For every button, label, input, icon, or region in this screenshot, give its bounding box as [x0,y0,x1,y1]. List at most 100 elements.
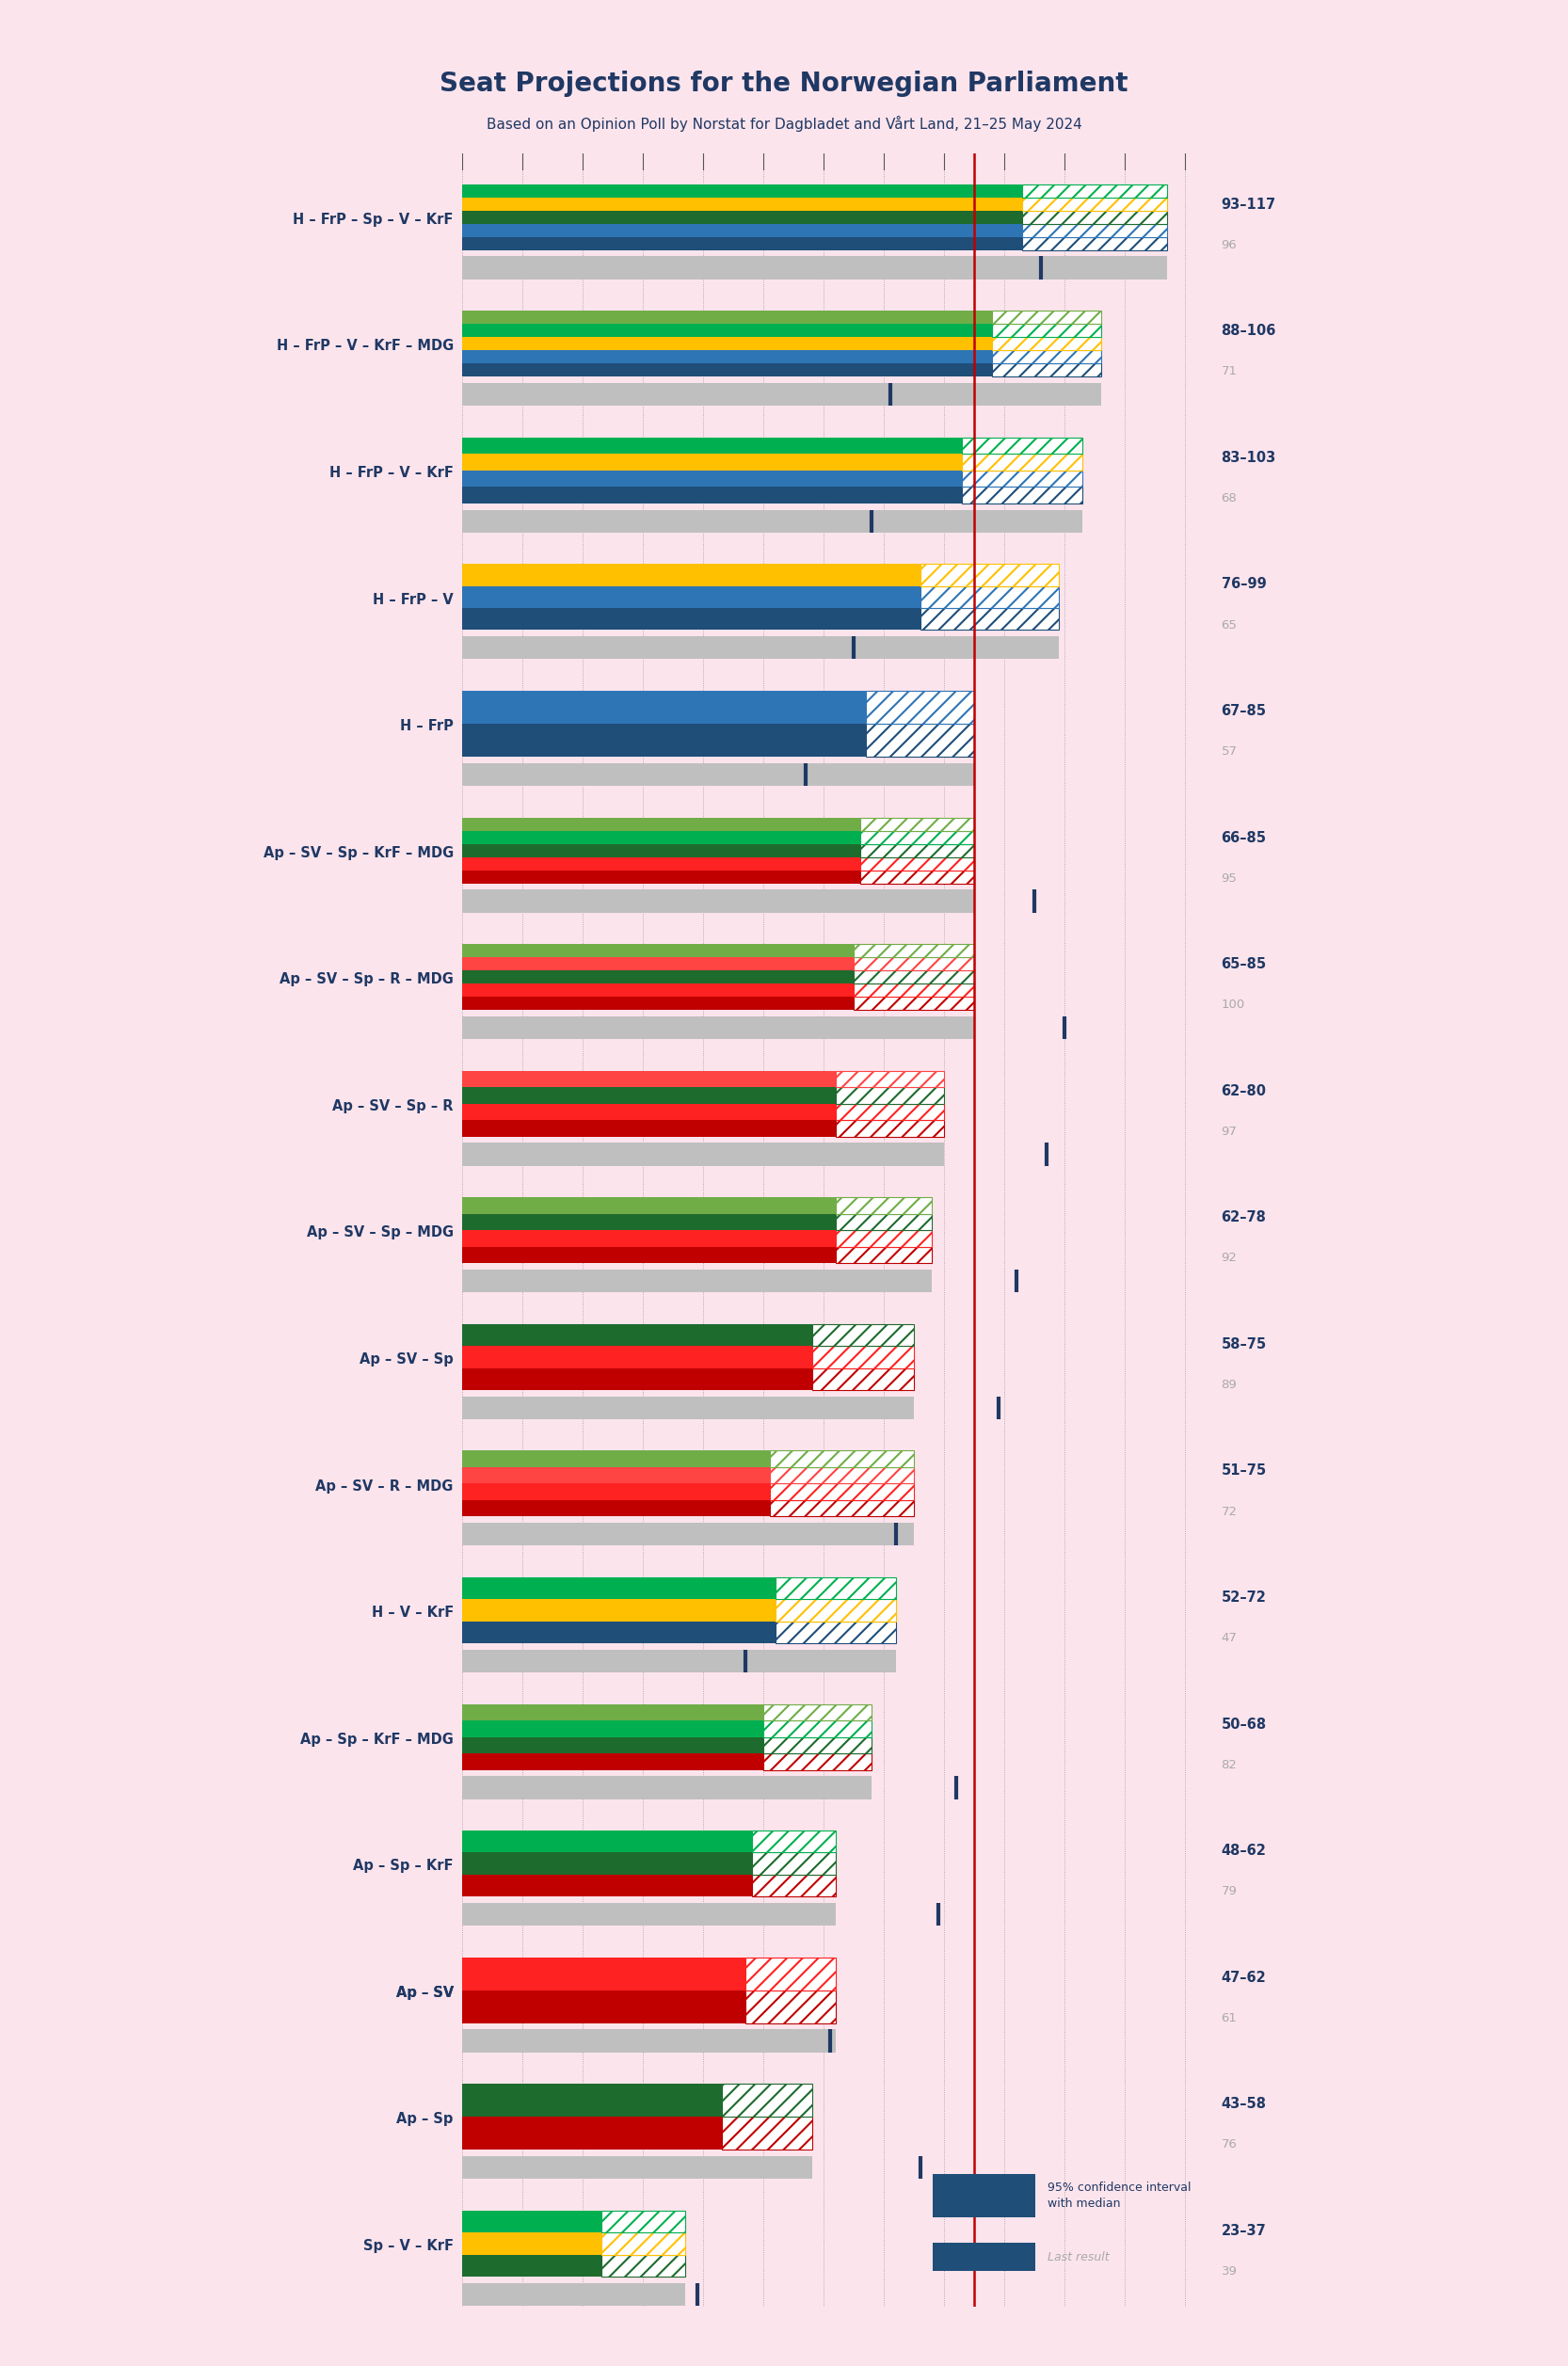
Bar [463,1072,836,1088]
Bar [866,724,974,757]
Bar [463,1990,745,2023]
Text: 93–117: 93–117 [1221,196,1276,211]
Text: Ap – Sp – KrF: Ap – Sp – KrF [353,1860,453,1874]
Bar [463,1500,770,1517]
Bar [463,1649,895,1673]
Bar [463,1346,812,1368]
Text: Ap – SV – Sp: Ap – SV – Sp [359,1353,453,1368]
Bar [463,310,993,324]
Text: 65–85: 65–85 [1221,958,1267,972]
Text: 65: 65 [1221,620,1237,632]
Text: Seat Projections for the Norwegian Parliament: Seat Projections for the Norwegian Parli… [439,71,1129,97]
Bar [463,691,866,724]
Bar [601,2210,685,2234]
Text: 47–62: 47–62 [1221,1971,1267,1985]
Bar [463,454,963,471]
Bar [463,762,974,786]
Text: 89: 89 [1221,1379,1237,1391]
Bar [963,454,1083,471]
Text: 96: 96 [1221,239,1237,251]
Bar [463,1524,914,1545]
Bar [745,1957,836,1990]
Bar [463,636,1058,660]
Bar [463,1271,933,1292]
Bar [993,364,1101,376]
Text: 23–37: 23–37 [1221,2224,1267,2238]
Bar [836,1072,944,1088]
Bar [463,256,1167,279]
Bar [463,1874,751,1898]
Text: 50–68: 50–68 [1221,1718,1267,1732]
Bar [764,1753,872,1770]
Bar [764,1720,872,1737]
Bar [1022,185,1167,196]
Bar [836,1230,933,1247]
Bar [463,830,859,845]
Text: Ap – SV – Sp – R: Ap – SV – Sp – R [332,1100,453,1114]
Bar [463,2155,812,2179]
Text: 43–58: 43–58 [1221,2096,1267,2110]
Bar [601,2234,685,2255]
Bar [859,816,974,830]
Bar [463,2210,601,2234]
Text: 57: 57 [1221,745,1237,757]
Bar [463,364,993,376]
Bar [463,724,866,757]
Bar [463,2118,721,2151]
Bar [463,563,920,587]
Bar [463,1103,836,1119]
Text: 95: 95 [1221,873,1237,885]
Bar [463,1368,812,1389]
Bar [855,944,974,958]
Text: 51–75: 51–75 [1221,1465,1267,1479]
Bar [463,2283,685,2304]
Text: H – FrP – V – KrF – MDG: H – FrP – V – KrF – MDG [276,338,453,353]
Bar [463,2084,721,2118]
Bar [751,1853,836,1874]
Bar [963,438,1083,454]
Bar [463,1902,836,1926]
Bar [463,1467,770,1483]
Bar [1022,225,1167,237]
Text: Ap – SV – R – MDG: Ap – SV – R – MDG [315,1479,453,1493]
Bar [463,958,855,970]
Text: 68: 68 [1221,492,1237,504]
Bar [463,984,855,996]
Bar [859,856,974,871]
Bar [463,1720,764,1737]
Bar [463,1621,776,1644]
Bar [463,471,963,487]
Bar [463,587,920,608]
Bar [920,587,1058,608]
Bar [463,1088,836,1103]
Text: 52–72: 52–72 [1221,1590,1267,1604]
Bar [855,970,974,984]
Bar [463,1737,764,1753]
Bar [463,1325,812,1346]
Bar [1022,211,1167,225]
Bar [463,1704,764,1720]
Bar [993,310,1101,324]
Bar [776,1578,895,1599]
Bar [770,1500,914,1517]
Text: 97: 97 [1221,1126,1237,1138]
Bar [776,1621,895,1644]
Text: 47: 47 [1221,1633,1237,1644]
Text: Ap – SV – Sp – R – MDG: Ap – SV – Sp – R – MDG [279,972,453,987]
Bar [463,1753,764,1770]
Bar [463,338,993,350]
Bar [993,324,1101,338]
Bar [463,1957,745,1990]
Bar [463,2030,836,2051]
Text: H – FrP – V: H – FrP – V [373,592,453,606]
Bar [463,1853,751,1874]
Bar [764,1704,872,1720]
Text: 72: 72 [1221,1505,1237,1517]
Bar [463,509,1083,532]
Bar [463,871,859,883]
Text: Ap – Sp – KrF – MDG: Ap – Sp – KrF – MDG [299,1732,453,1746]
Bar [463,237,1022,251]
Bar [920,563,1058,587]
Bar [836,1197,933,1214]
Text: Last result: Last result [1047,2250,1109,2264]
